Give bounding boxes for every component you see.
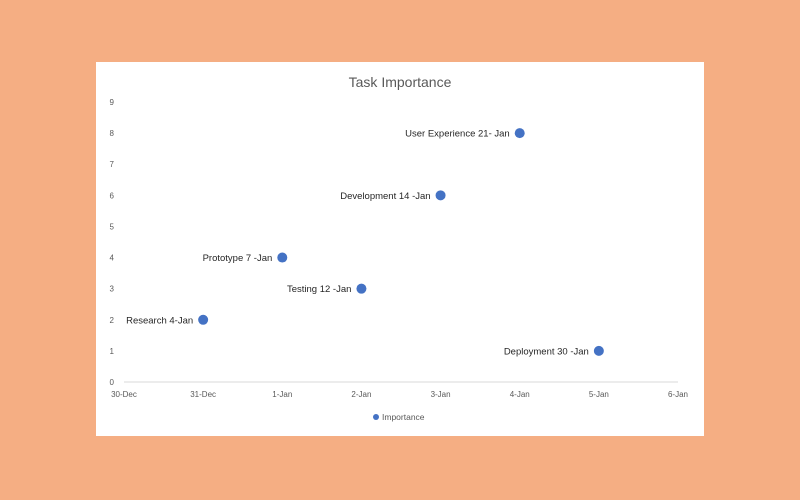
data-points: [198, 128, 604, 356]
x-tick-label: 3-Jan: [431, 390, 451, 399]
legend: Importance: [373, 412, 425, 422]
data-label: Research 4-Jan: [126, 315, 193, 326]
x-tick-label: 2-Jan: [351, 390, 371, 399]
data-point: [593, 345, 604, 356]
data-label: Deployment 30 -Jan: [504, 346, 589, 357]
chart-card: Task Importance 0 1 2 3 4 5 6 7 8 9 30-Dec 31-Dec 1…: [96, 62, 704, 436]
y-tick-label: 0: [110, 378, 115, 387]
data-point: [514, 128, 525, 139]
data-label: User Experience 21- Jan: [405, 129, 510, 140]
y-tick-label: 1: [110, 347, 115, 356]
data-point: [198, 314, 209, 325]
y-axis-ticks: 0 1 2 3 4 5 6 7 8 9: [110, 98, 115, 387]
x-axis-ticks: 30-Dec 31-Dec 1-Jan 2-Jan 3-Jan 4-Jan 5-Jan 6-J…: [111, 390, 688, 399]
data-labels: Research 4-Jan Prototype 7 -Jan Testing 12…: [126, 129, 589, 358]
x-tick-label: 4-Jan: [510, 390, 530, 399]
data-label: Testing 12 -Jan: [287, 284, 351, 295]
data-point: [356, 283, 367, 294]
data-point: [277, 252, 288, 263]
legend-label: Importance: [382, 412, 425, 422]
y-tick-label: 4: [110, 254, 115, 263]
y-tick-label: 2: [110, 316, 115, 325]
y-tick-label: 7: [110, 160, 115, 169]
x-tick-label: 6-Jan: [668, 390, 688, 399]
data-point: [435, 190, 446, 201]
y-tick-label: 6: [110, 191, 115, 200]
y-tick-label: 5: [110, 222, 115, 231]
y-tick-label: 3: [110, 285, 115, 294]
data-label: Prototype 7 -Jan: [203, 253, 273, 264]
legend-marker: [373, 414, 379, 420]
x-tick-label: 31-Dec: [190, 390, 216, 399]
y-tick-label: 9: [110, 98, 115, 107]
x-tick-label: 30-Dec: [111, 390, 137, 399]
x-tick-label: 5-Jan: [589, 390, 609, 399]
y-tick-label: 8: [110, 129, 115, 138]
chart-title: Task Importance: [349, 74, 452, 90]
data-label: Development 14 -Jan: [340, 191, 430, 202]
scatter-chart: Task Importance 0 1 2 3 4 5 6 7 8 9 30-Dec 31-Dec 1…: [110, 74, 688, 422]
x-tick-label: 1-Jan: [272, 390, 292, 399]
